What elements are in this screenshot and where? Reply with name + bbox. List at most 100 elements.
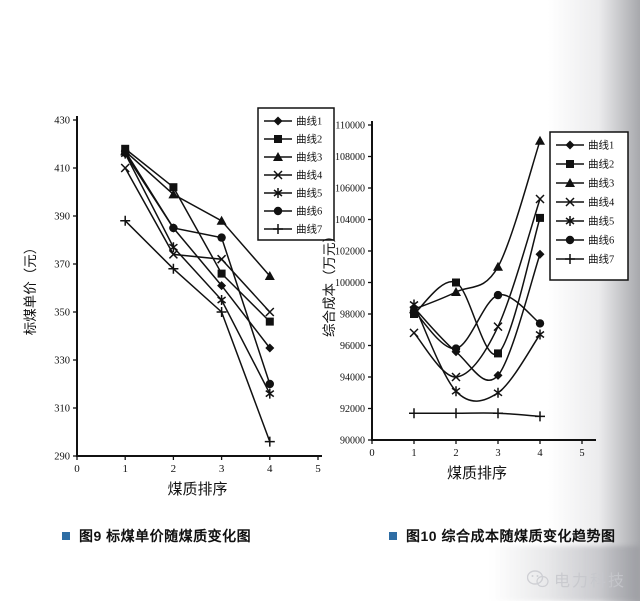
triangle-marker bbox=[565, 178, 575, 187]
y-tick-label: 100000 bbox=[335, 278, 365, 289]
x-marker bbox=[168, 249, 178, 259]
y-tick-label: 430 bbox=[54, 116, 70, 127]
figure9-caption-text: 图9 标煤单价随煤质变化图 bbox=[79, 528, 252, 544]
y-tick-label: 96000 bbox=[340, 341, 365, 352]
triangle-marker bbox=[451, 287, 461, 296]
x-tick-label: 4 bbox=[267, 463, 273, 475]
star-marker bbox=[565, 216, 575, 226]
background-photo-fragment bbox=[490, 546, 640, 601]
y-tick-label: 108000 bbox=[335, 152, 365, 163]
plus-marker bbox=[409, 408, 419, 419]
y-tick-label: 102000 bbox=[335, 247, 365, 258]
legend-label: 曲线5 bbox=[588, 215, 614, 228]
series-line-曲线6 bbox=[124, 150, 271, 385]
y-tick-label: 98000 bbox=[340, 310, 365, 321]
watermark-text: 电力科技 bbox=[553, 573, 626, 590]
circle-marker bbox=[409, 306, 419, 315]
y-axis-label: 标煤单价（元） bbox=[23, 241, 38, 336]
star-marker bbox=[273, 188, 283, 198]
x-marker bbox=[409, 328, 419, 338]
triangle-marker bbox=[493, 261, 503, 271]
watermark: 电力科技 bbox=[526, 567, 626, 591]
star-marker bbox=[217, 295, 227, 305]
bullet-square-icon bbox=[389, 532, 397, 540]
circle-marker bbox=[535, 319, 545, 328]
y-tick-label: 110000 bbox=[335, 121, 365, 132]
triangle-marker bbox=[535, 135, 545, 145]
y-tick-label: 310 bbox=[54, 404, 70, 415]
star-marker bbox=[493, 387, 503, 398]
plus-marker bbox=[493, 408, 503, 419]
diamond-marker bbox=[535, 249, 545, 259]
wechat-icon bbox=[526, 570, 549, 588]
series-line-曲线3 bbox=[124, 150, 271, 277]
star-marker bbox=[265, 388, 275, 399]
triangle-marker bbox=[264, 271, 275, 280]
plus-marker bbox=[264, 436, 275, 447]
square-marker bbox=[566, 160, 574, 168]
x-tick-label: 5 bbox=[579, 448, 584, 459]
legend-box bbox=[257, 107, 335, 241]
legend-label: 曲线3 bbox=[296, 151, 322, 164]
plus-marker bbox=[216, 307, 227, 317]
series-line-曲线5 bbox=[413, 304, 541, 402]
y-tick-label: 410 bbox=[54, 164, 70, 175]
circle-marker bbox=[169, 223, 178, 233]
triangle-marker bbox=[168, 189, 179, 199]
plus-marker bbox=[535, 411, 545, 422]
diamond-marker bbox=[273, 116, 283, 126]
star-marker bbox=[451, 386, 461, 397]
x-marker bbox=[493, 322, 503, 332]
x-axis-label: 煤质排序 bbox=[167, 481, 227, 498]
y-tick-label: 106000 bbox=[335, 184, 365, 195]
legend-label: 曲线7 bbox=[296, 223, 322, 236]
series-line-曲线2 bbox=[413, 217, 541, 356]
y-tick-label: 390 bbox=[54, 212, 70, 223]
series-line-曲线3 bbox=[413, 140, 541, 310]
legend-label: 曲线6 bbox=[296, 205, 322, 218]
legend-label: 曲线1 bbox=[296, 115, 322, 128]
x-tick-label: 0 bbox=[74, 463, 80, 475]
series-line-曲线4 bbox=[124, 167, 271, 313]
legend-label: 曲线4 bbox=[296, 169, 323, 182]
diamond-marker bbox=[565, 140, 575, 150]
legend-label: 曲线1 bbox=[588, 139, 614, 152]
figure9-caption: 图9 标煤单价随煤质变化图 bbox=[62, 526, 251, 546]
y-tick-label: 350 bbox=[54, 308, 70, 319]
x-tick-label: 2 bbox=[171, 463, 177, 475]
series-line-曲线1 bbox=[413, 253, 541, 382]
circle-marker bbox=[565, 235, 575, 245]
legend-label: 曲线7 bbox=[588, 253, 614, 266]
legend-label: 曲线5 bbox=[296, 187, 322, 200]
y-tick-label: 330 bbox=[54, 356, 70, 367]
circle-marker bbox=[217, 233, 226, 242]
square-marker bbox=[536, 213, 544, 222]
figure9-chart: 290 310 330 350 370 390 410 430 0 1 2 3 4 5 煤质排序 标煤单价（元… bbox=[23, 107, 335, 498]
y-tick-label: 290 bbox=[54, 452, 70, 463]
square-marker bbox=[274, 135, 282, 143]
square-marker bbox=[265, 317, 274, 326]
legend-label: 曲线3 bbox=[588, 177, 614, 190]
plus-marker bbox=[273, 224, 283, 234]
plus-marker bbox=[168, 263, 179, 274]
y-tick-label: 90000 bbox=[340, 436, 365, 447]
plus-marker bbox=[451, 408, 461, 419]
y-axis-label: 综合成本（万元） bbox=[322, 229, 337, 337]
x-axis-label: 煤质排序 bbox=[447, 465, 507, 482]
square-marker bbox=[494, 349, 502, 358]
star-marker bbox=[535, 329, 545, 340]
square-marker bbox=[169, 183, 178, 192]
triangle-marker bbox=[273, 152, 283, 161]
circle-marker bbox=[273, 206, 283, 216]
diamond-marker bbox=[493, 370, 503, 380]
x-tick-label: 3 bbox=[495, 448, 500, 459]
y-tick-label: 104000 bbox=[335, 215, 365, 226]
square-marker bbox=[452, 278, 460, 287]
x-tick-label: 1 bbox=[411, 448, 416, 459]
x-marker bbox=[265, 307, 275, 317]
series-line-曲线5 bbox=[124, 153, 271, 394]
square-marker bbox=[217, 269, 226, 278]
x-tick-label: 5 bbox=[315, 463, 321, 475]
x-marker bbox=[217, 254, 227, 264]
